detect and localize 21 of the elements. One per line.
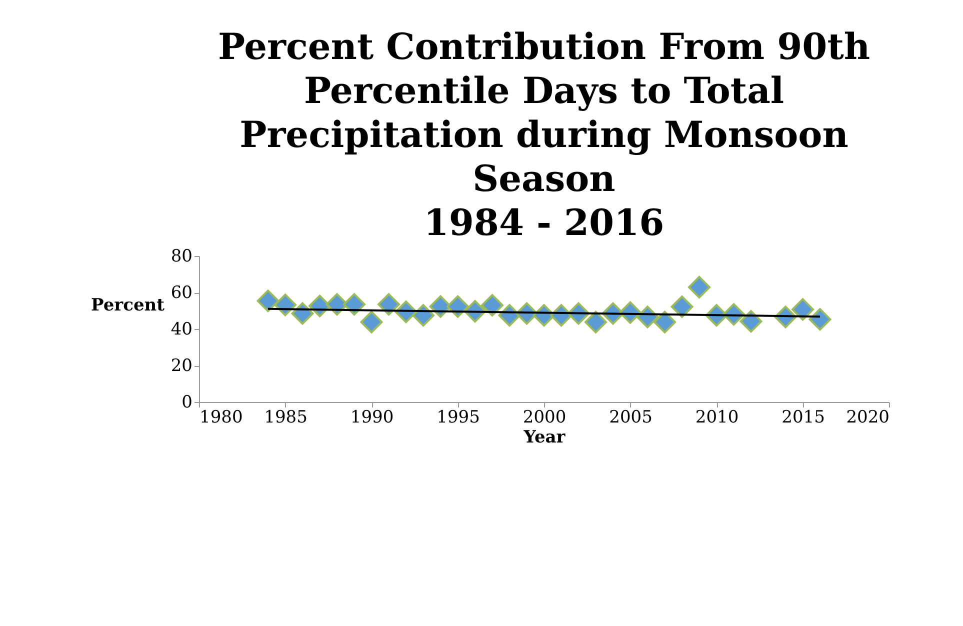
x-tick-label: 1990	[350, 408, 394, 428]
text: Season	[472, 158, 616, 200]
x-tick-label: 2015	[782, 408, 825, 428]
y-tick-label: 80	[170, 246, 192, 266]
y-tick-label: 0	[182, 392, 192, 412]
y-tick-label: 40	[170, 320, 192, 340]
x-axis-title: Year	[522, 428, 566, 448]
y-axis-title: Percent	[91, 296, 165, 316]
x-tick-label: 1985	[264, 408, 308, 428]
y-tick-label: 20	[170, 356, 192, 376]
x-tick-label: 2000	[522, 408, 566, 428]
x-tick-label: 2005	[609, 408, 652, 428]
x-tick-label: 1995	[436, 408, 480, 428]
text: Precipitation during Monsoon	[240, 114, 848, 156]
y-tick-label: 60	[170, 283, 192, 303]
x-tick-label: 2020	[846, 408, 890, 428]
x-tick-label: 1980	[200, 408, 243, 428]
x-tick-label: 2010	[695, 408, 739, 428]
text: 1984 - 2016	[424, 202, 664, 244]
text: Percent Contribution From 90th	[218, 26, 870, 68]
text: Percentile Days to Total	[304, 70, 784, 112]
